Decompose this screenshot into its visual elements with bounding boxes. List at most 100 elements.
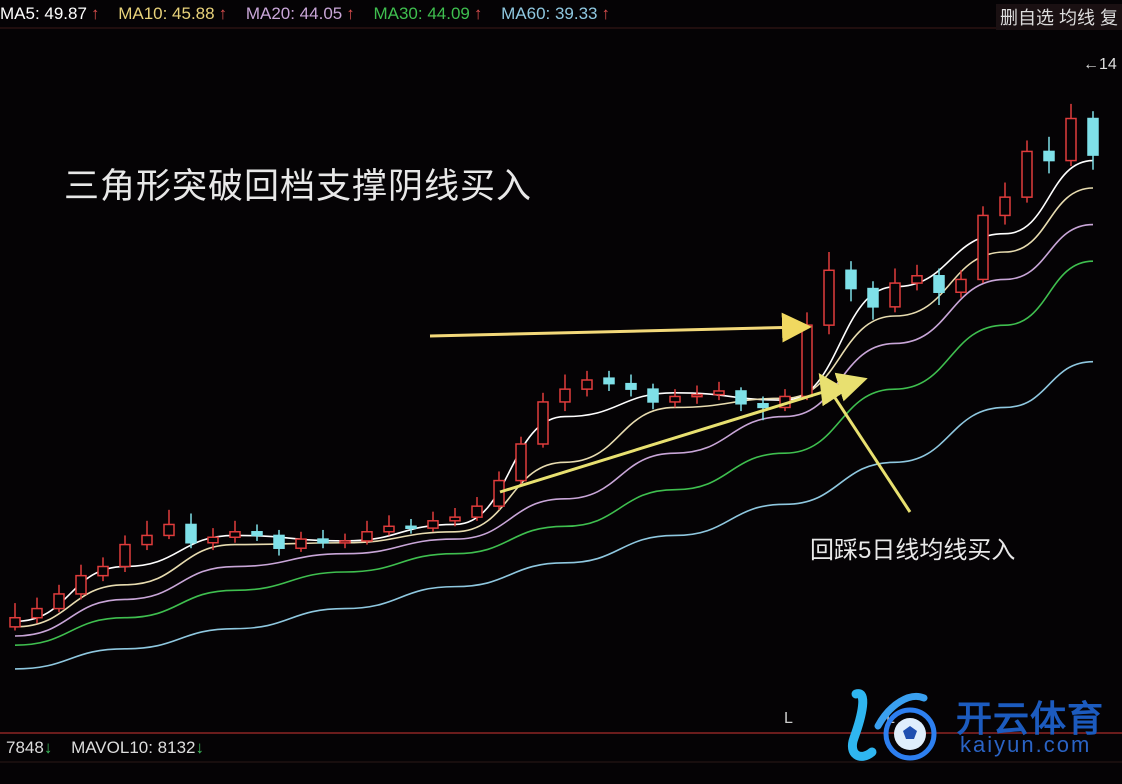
candle-body (1043, 150, 1055, 162)
candle-body (75, 574, 87, 595)
candle (207, 528, 219, 551)
candle-body (53, 593, 65, 610)
candle-body (97, 565, 109, 577)
candle (361, 520, 373, 545)
candle (449, 508, 461, 527)
candle-body (911, 275, 923, 284)
ma30-label: MA30: 44.09 (373, 4, 470, 23)
candle-body (845, 269, 857, 290)
candle (53, 584, 65, 613)
ma-header: MA5: 49.87 ↑ MA10: 45.88 ↑ MA20: 44.05 ↑ MA… (0, 4, 624, 24)
ma-lines (14, 159, 1094, 670)
annotation-title: 三角形突破回档支撑阴线买入 (64, 167, 533, 206)
candle (97, 557, 109, 582)
candle (801, 312, 813, 401)
candle (31, 597, 43, 624)
candle-body (537, 401, 549, 445)
up-arrow-icon: ↑ (90, 4, 100, 23)
breakout-arrow (429, 312, 812, 343)
candle (1065, 103, 1077, 167)
candle (383, 515, 395, 536)
candle (911, 264, 923, 291)
triangle-arrow (499, 372, 868, 494)
candle (471, 497, 483, 521)
candle-body (669, 395, 681, 403)
candle-body (889, 282, 901, 308)
candle (1087, 111, 1099, 170)
ma60-label: MA60: 39.33 (501, 4, 598, 23)
candle (163, 509, 175, 540)
candle-body (933, 275, 945, 293)
candle (1043, 136, 1055, 174)
candle (405, 518, 417, 534)
candle (295, 531, 307, 552)
candle-body (801, 324, 813, 398)
candle-body (251, 531, 263, 537)
down-arrow-icon: ↓ (195, 738, 205, 757)
candle (581, 370, 593, 397)
kaiyun-watermark: 开云体育 kaiyun.com (838, 686, 1118, 766)
candle-body (1065, 117, 1077, 162)
candle (119, 535, 131, 572)
candle (669, 389, 681, 408)
candle-body (559, 388, 571, 403)
pullback-arrow (818, 372, 912, 513)
candle-body (405, 525, 417, 530)
candle (493, 471, 505, 510)
candle-body (581, 379, 593, 390)
candle (647, 383, 659, 410)
watermark-cn: 开云体育 (956, 698, 1105, 739)
candle (75, 564, 87, 600)
low-marker: L (784, 710, 793, 727)
peak-price-label: ←14 (1083, 56, 1117, 73)
candle-body (955, 278, 967, 293)
candle-body (273, 534, 285, 549)
candle (845, 261, 857, 302)
candle-body (713, 390, 725, 396)
up-arrow-icon: ↑ (601, 4, 611, 23)
candle (735, 387, 747, 412)
candle (229, 520, 241, 543)
candle (427, 511, 439, 532)
candle-body (999, 196, 1011, 217)
candle-body (493, 479, 505, 507)
candle-body (647, 388, 659, 403)
candle-body (823, 269, 835, 326)
candle (999, 182, 1011, 225)
candle (691, 385, 703, 404)
candle-body (735, 390, 747, 405)
candle-body (867, 287, 879, 308)
right-menu[interactable]: 删自选 均线 复 (995, 4, 1122, 30)
watermark-en: kaiyun.com (960, 732, 1092, 757)
candle-body (427, 520, 439, 529)
candle-body (163, 523, 175, 537)
candle (823, 252, 835, 335)
ma20-label: MA20: 44.05 (245, 4, 343, 23)
up-arrow-icon: ↑ (346, 4, 355, 23)
volume-value: 7848 (6, 738, 44, 757)
candle (713, 381, 725, 401)
ma60-line (14, 360, 1094, 670)
candle-body (207, 536, 219, 544)
candle-body (31, 607, 43, 619)
candle (185, 513, 197, 549)
candle (141, 520, 153, 551)
candle-body (471, 505, 483, 518)
ma10-label: MA10: 45.88 (118, 4, 215, 23)
ma5-label: MA5: 49.87 (0, 4, 87, 23)
candle-body (691, 393, 703, 398)
candle (317, 529, 329, 549)
candle (537, 392, 549, 448)
candle-body (1087, 117, 1099, 156)
candle (889, 268, 901, 313)
candle-body (9, 616, 21, 628)
volume-header: 7848↓ MAVOL10: 8132↓ (6, 738, 218, 758)
candle (779, 389, 791, 412)
candle-body (141, 534, 153, 546)
kaiyun-logo-icon (848, 689, 937, 761)
candle-body (757, 403, 769, 409)
ma20-line (14, 223, 1094, 637)
ma30-line (14, 260, 1094, 646)
ma5-line (14, 159, 1094, 623)
